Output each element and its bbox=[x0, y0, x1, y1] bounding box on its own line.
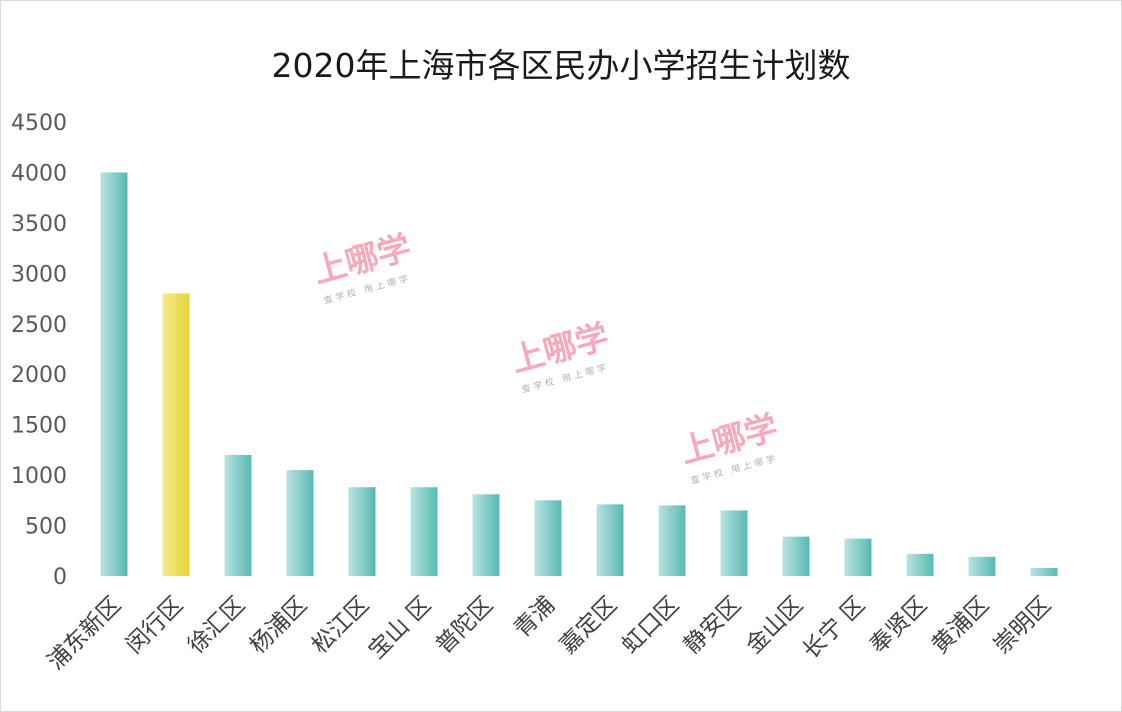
y-tick-label: 1500 bbox=[11, 414, 67, 439]
y-tick-label: 500 bbox=[25, 515, 67, 540]
bar-4 bbox=[286, 470, 314, 576]
bar-14 bbox=[906, 553, 934, 576]
y-tick-label: 2500 bbox=[11, 313, 67, 338]
x-tick-label: 虹口区 bbox=[617, 592, 684, 659]
bar-11 bbox=[720, 510, 748, 576]
y-tick-label: 0 bbox=[53, 565, 67, 590]
x-tick-label: 宝山 区 bbox=[364, 592, 436, 664]
bar-2 bbox=[162, 293, 190, 576]
bar-10 bbox=[658, 505, 686, 576]
x-tick-label: 嘉定区 bbox=[555, 592, 622, 659]
bar-9 bbox=[596, 504, 624, 576]
y-tick-label: 2000 bbox=[11, 363, 67, 388]
bars bbox=[100, 172, 1058, 576]
chart-title: 2020年上海市各区民办小学招生计划数 bbox=[271, 46, 851, 85]
y-tick-label: 1000 bbox=[11, 464, 67, 489]
bar-6 bbox=[410, 487, 438, 576]
bar-16 bbox=[1030, 567, 1058, 576]
bar-5 bbox=[348, 487, 376, 576]
x-tick-label: 金山区 bbox=[741, 592, 808, 659]
x-tick-label: 崇明区 bbox=[989, 592, 1056, 659]
y-tick-label: 3000 bbox=[11, 262, 67, 287]
x-tick-label: 徐汇区 bbox=[183, 592, 250, 659]
x-tick-label: 奉贤区 bbox=[865, 592, 932, 659]
bar-8 bbox=[534, 500, 562, 576]
bar-15 bbox=[968, 556, 996, 576]
x-tick-label: 杨浦区 bbox=[245, 592, 312, 659]
bar-13 bbox=[844, 538, 872, 576]
bar-7 bbox=[472, 494, 500, 576]
y-tick-label: 4500 bbox=[11, 111, 67, 136]
y-tick-label: 4000 bbox=[11, 161, 67, 186]
x-tick-label: 静安区 bbox=[679, 592, 746, 659]
x-tick-label: 长宁 区 bbox=[798, 592, 870, 664]
x-tick-label: 普陀区 bbox=[431, 592, 498, 659]
bar-3 bbox=[224, 454, 252, 576]
x-tick-label: 闵行区 bbox=[121, 592, 188, 659]
x-tick-label: 浦东新区 bbox=[43, 592, 126, 675]
bar-12 bbox=[782, 536, 810, 576]
x-tick-label: 松江区 bbox=[307, 592, 374, 659]
y-tick-label: 3500 bbox=[11, 212, 67, 237]
x-tick-label: 青浦 bbox=[509, 592, 560, 643]
x-tick-label: 黄浦区 bbox=[927, 592, 994, 659]
bar-1 bbox=[100, 172, 128, 576]
y-axis: 0 500 1000 1500 2000 2500 3000 3500 4000 4500 bbox=[11, 111, 67, 590]
